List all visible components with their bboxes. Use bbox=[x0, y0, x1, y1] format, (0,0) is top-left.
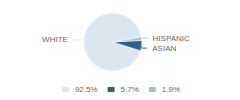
svg-text:92.5%: 92.5% bbox=[75, 85, 98, 94]
svg-text:HISPANIC: HISPANIC bbox=[153, 34, 190, 43]
svg-text:1.9%: 1.9% bbox=[162, 85, 180, 94]
svg-text:WHITE: WHITE bbox=[42, 35, 68, 44]
svg-text:5.7%: 5.7% bbox=[121, 85, 139, 94]
svg-text:ASIAN: ASIAN bbox=[152, 44, 176, 53]
